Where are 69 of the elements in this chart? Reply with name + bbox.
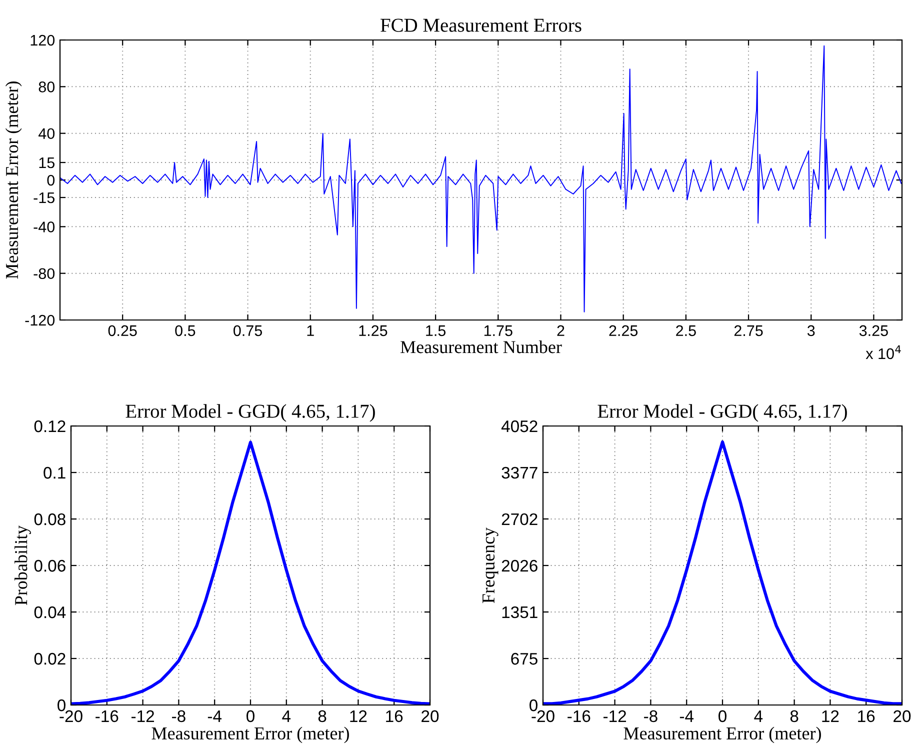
- x-tick-label: 1.5: [426, 325, 446, 336]
- x-tick-label: 16: [858, 710, 875, 722]
- y-tick-label: 0.02: [34, 652, 66, 665]
- y-tick-label: 1351: [502, 606, 538, 618]
- x-tick-label: 20: [894, 710, 911, 722]
- y-tick-label: 0: [47, 174, 55, 186]
- y-tick-label: 0.06: [34, 560, 66, 572]
- y-tick-label: 0: [530, 699, 538, 712]
- x-tick-label: -4: [680, 710, 694, 722]
- x-tick-label: -20: [532, 710, 554, 722]
- y-axis-title: Measurement Error (meter): [5, 82, 22, 279]
- y-tick-label: -15: [34, 192, 54, 204]
- x-tick-label: 4: [282, 710, 291, 722]
- text: x 10$^{4}$: [866, 345, 901, 360]
- line-series: [60, 45, 902, 312]
- y-tick-label: -40: [34, 222, 55, 232]
- y-tick-label: 4052: [501, 420, 538, 432]
- x-tick-label: 0: [246, 710, 254, 722]
- x-tick-label: 20: [422, 710, 439, 722]
- y-tick-label: 0: [58, 699, 66, 712]
- x-tick-label: -4: [208, 710, 222, 722]
- y-tick-label: 0.08: [34, 513, 66, 526]
- x-tick-label: 3: [807, 325, 815, 336]
- y-tick-label: -80: [34, 268, 55, 280]
- chart-title: FCD Measurement Errors: [380, 18, 582, 32]
- x-tick-label: 2.25: [609, 325, 638, 336]
- x-tick-label: 0.25: [108, 325, 137, 336]
- x-tick-label: 12: [350, 710, 367, 722]
- x-tick-label: 0.75: [234, 325, 262, 336]
- y-tick-label: -120: [25, 314, 55, 326]
- x-axis-title: Measurement Error (meter): [152, 726, 349, 744]
- x-tick-label: 8: [318, 710, 326, 722]
- x-tick-label: -12: [131, 710, 154, 722]
- chart-title: Error Model - GGD( 4.65, 1.17): [598, 404, 847, 422]
- y-axis-title: Probability: [14, 525, 31, 606]
- x-tick-label: 12: [822, 710, 839, 722]
- x-axis-title: Measurement Error (meter): [624, 726, 821, 744]
- x-tick-label: 8: [790, 710, 798, 722]
- x-tick-label: 2.5: [676, 325, 696, 336]
- x-tick-label: 16: [386, 710, 403, 722]
- x-axis-title: Measurement Number: [400, 340, 562, 354]
- y-tick-label: 0.12: [34, 420, 66, 432]
- x-tick-label: 0.5: [175, 325, 196, 336]
- x-tick-label: -20: [60, 710, 82, 722]
- x-tick-label: 4: [754, 710, 763, 722]
- y-tick-label: 40: [38, 128, 55, 140]
- y-tick-label: 0.1: [44, 466, 66, 479]
- y-axis-title: Frequency: [482, 527, 498, 604]
- x-tick-label: -16: [96, 710, 118, 722]
- x-tick-label: -8: [644, 710, 658, 722]
- x-tick-label: 2.75: [734, 325, 763, 336]
- x-tick-label: 2: [557, 325, 564, 336]
- y-tick-label: 675: [511, 652, 538, 665]
- x-tick-label: -8: [172, 710, 186, 722]
- y-tick-label: 0.04: [34, 606, 66, 618]
- y-tick-label: 2026: [502, 560, 538, 572]
- y-tick-label: 2702: [502, 513, 538, 526]
- x-tick-label: -16: [568, 710, 590, 722]
- y-tick-label: 120: [30, 34, 55, 46]
- x-tick-label: 3.25: [859, 325, 888, 336]
- x-tick-label: 1.75: [484, 325, 512, 336]
- y-tick-label: 80: [38, 82, 55, 92]
- x-tick-label: -12: [603, 710, 626, 722]
- y-tick-label: 15: [39, 158, 54, 168]
- y-tick-label: 3377: [502, 466, 538, 479]
- x-tick-label: 1: [307, 325, 314, 336]
- x-tick-label: 1.25: [359, 325, 388, 336]
- chart-title: Error Model - GGD( 4.65, 1.17): [126, 404, 375, 422]
- x-tick-label: 0: [718, 710, 726, 722]
